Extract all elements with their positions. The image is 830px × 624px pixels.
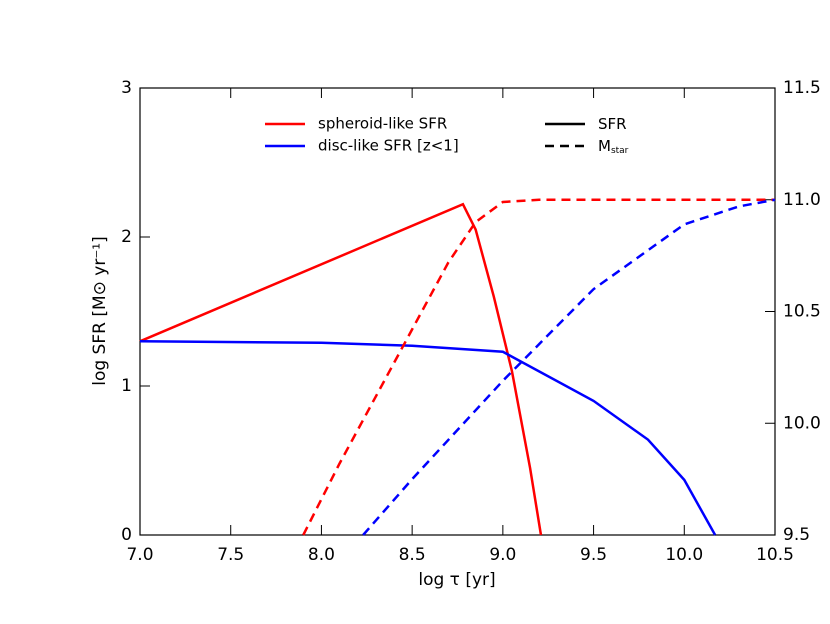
series-line [139, 202, 543, 536]
legend-label-main: SFR [598, 115, 627, 133]
x-tick-label: 9.5 [580, 545, 607, 565]
y-tick-label: 0 [121, 525, 132, 545]
series-line [362, 198, 776, 536]
y2-tick-label: 10.5 [783, 302, 821, 322]
y2-tick-label: 9.5 [783, 525, 810, 545]
x-axis-label: log τ [yr] [418, 570, 495, 590]
y-tick-label: 1 [121, 376, 132, 396]
y2-tick-label: 10.0 [783, 413, 821, 433]
x-tick-label: 9.0 [489, 545, 516, 565]
x-tick-label: 7.0 [126, 545, 153, 565]
x-tick-label: 8.0 [308, 545, 335, 565]
x-tick-label: 7.5 [217, 545, 244, 565]
plot-frame [139, 87, 776, 536]
y-axis-label: log SFR [M⊙ yr⁻¹] [90, 236, 110, 386]
legend-label-sub: star [611, 146, 629, 156]
legend-label: SFR [598, 115, 627, 133]
legend-label: Mstar [598, 137, 629, 156]
y-tick-label: 2 [121, 227, 132, 247]
legend-label: disc-like SFR [z<1] [318, 137, 459, 155]
series-line [139, 340, 717, 536]
series-line [302, 198, 775, 536]
legend-label: spheroid-like SFR [318, 115, 447, 133]
y2-tick-label: 11.5 [783, 78, 821, 98]
legend-label-main: M [598, 137, 611, 155]
x-tick-label: 8.5 [399, 545, 426, 565]
y2-tick-label: 11.0 [783, 190, 821, 210]
y-tick-label: 3 [121, 78, 132, 98]
x-tick-label: 10.0 [665, 545, 703, 565]
x-tick-label: 10.5 [756, 545, 794, 565]
